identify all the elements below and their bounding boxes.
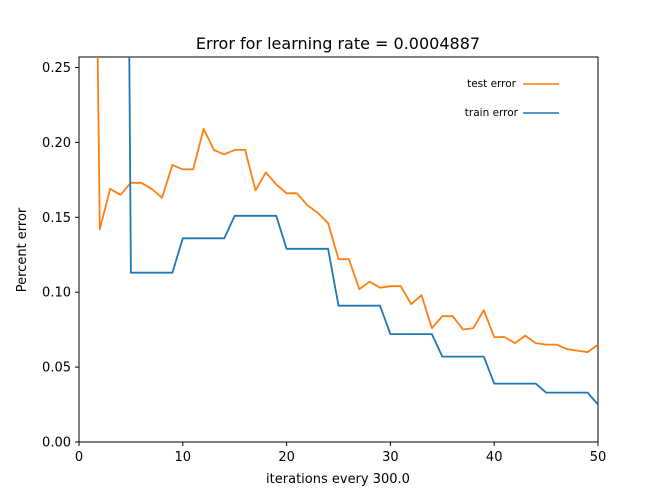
chart-title: Error for learning rate = 0.0004887 (196, 34, 480, 53)
series-line-test-error (96, 57, 598, 354)
y-tick-label: 0.15 (42, 211, 71, 226)
x-tick-label: 20 (278, 450, 295, 465)
y-axis-ticks: 0.00 0.05 0.10 0.15 0.20 0.25 (42, 61, 79, 451)
series-line-train-error (127, 57, 598, 406)
legend-label-test-error: test error (467, 78, 517, 90)
legend-label-train-error: train error (465, 107, 519, 119)
x-tick-label: 30 (382, 450, 399, 465)
plot-frame (78, 56, 599, 443)
y-tick-label: 0.00 (42, 436, 71, 451)
y-tick-label: 0.25 (42, 61, 71, 76)
plot-area (78, 56, 599, 443)
x-axis-ticks: 0 10 20 30 40 50 (75, 442, 606, 465)
x-tick-label: 10 (175, 450, 192, 465)
y-tick-label: 0.05 (42, 361, 71, 376)
x-axis-label: iterations every 300.0 (266, 472, 410, 487)
x-tick-label: 50 (590, 450, 607, 465)
y-tick-label: 0.10 (42, 286, 71, 301)
chart-legend: test error train error (465, 78, 559, 119)
y-axis-label: Percent error (15, 207, 30, 292)
series-layer (96, 57, 598, 406)
x-tick-label: 0 (75, 450, 83, 465)
x-tick-label: 40 (486, 450, 503, 465)
y-tick-label: 0.20 (42, 136, 71, 151)
